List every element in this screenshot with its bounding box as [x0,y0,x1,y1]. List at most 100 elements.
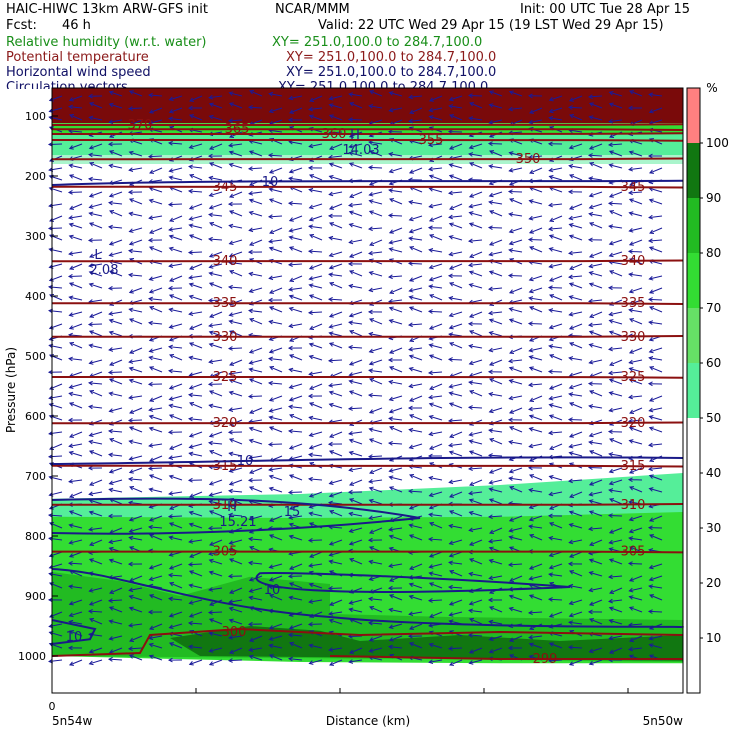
wind-vector [388,623,403,629]
wind-vector [188,392,203,398]
wind-vector [368,347,383,354]
wind-vector [228,558,243,565]
wind-vector [608,370,623,376]
wind-vector [109,438,123,445]
wind-vector [88,222,103,229]
wind-vector [308,563,323,568]
theta-contour-label: 355 [419,133,444,148]
wind-vector [168,307,183,313]
wind-vector [88,510,103,517]
wind-vector [387,585,403,591]
wind-contour-label: 10 [262,175,279,190]
wind-vector [507,645,523,651]
wind-vector [568,478,583,484]
wind-vector [448,332,463,337]
wind-vector [128,318,143,325]
wind-vector [348,498,363,505]
wind-vector [588,647,603,654]
wind-vector [188,443,203,449]
wind-vector [168,563,183,570]
wind-vector [249,318,263,325]
wind-vector [388,467,403,473]
wind-vector [148,474,163,481]
wind-vector [128,395,143,400]
wind-vector [228,407,243,412]
wind-vector [88,211,103,217]
wind-vector [209,450,223,457]
wind-vector [568,523,583,529]
wind-vector [68,174,83,181]
wind-vector [469,162,483,169]
wind-contour-line [51,497,421,535]
wind-vector [309,234,323,241]
wind-vector [189,174,203,181]
wind-vector [267,214,283,219]
wind-vector [248,426,263,433]
wind-vector [488,479,503,485]
wind-vector [569,491,583,498]
wind-vector [287,262,303,267]
wind-vector [467,93,483,98]
theta-contour-label: 360 [322,127,347,142]
wind-vector [108,407,123,413]
wind-vector [608,479,623,486]
wind-vector [568,392,583,397]
wind-vector [647,609,663,614]
wind-vector [608,488,623,493]
wind-vector [69,431,83,438]
wind-vector [209,222,223,229]
wind-vector [128,622,143,628]
wind-vector [449,570,463,577]
wind-vector [449,203,463,210]
wind-vector [528,355,543,361]
wind-vector [328,647,343,652]
wind-vector [287,573,303,579]
wind-vector [369,606,383,613]
wind-vector [488,407,503,414]
wind-vector [289,275,303,282]
theta-contour-label: 310 [621,498,646,513]
wind-vector [648,198,663,205]
wind-vector [588,271,603,277]
wind-vector [549,294,563,301]
wind-vector [328,382,343,388]
wind-vector [269,594,283,601]
wind-vector [448,295,463,301]
wind-vector [628,527,643,534]
wind-contour-label: 10 [66,630,83,645]
wind-vector [527,237,543,242]
wind-vector [327,213,343,219]
wind-vector [628,394,643,400]
wind-vector [588,479,603,486]
wind-vector [568,611,583,618]
wind-vector [307,165,323,171]
colorbar-tick-label: 100 [706,136,729,150]
wind-vector [468,608,483,614]
wind-vector [468,659,483,665]
wind-vector [107,141,123,147]
wind-vector [348,599,363,605]
wind-vector [548,395,563,401]
wind-vector [268,575,283,582]
wind-vector [108,119,123,125]
wind-vector [607,142,623,148]
wind-vector [68,143,83,150]
wind-vector [408,295,423,301]
y-tick-label: 300 [25,230,46,243]
wind-vector [589,450,603,457]
wind-vector [548,308,563,313]
wind-vector [327,441,343,447]
x-left-label: 5n54w [52,714,93,728]
wind-vector [569,342,583,349]
wind-vector [588,143,603,150]
wind-vector [188,215,203,221]
wind-vector [188,143,203,150]
wind-vector [368,620,383,626]
wind-vector [588,282,603,289]
wind-vector [208,631,223,637]
wind-vector [108,251,123,257]
wind-vector [507,189,523,194]
wind-vector [247,621,263,627]
wind-vector [89,162,103,169]
